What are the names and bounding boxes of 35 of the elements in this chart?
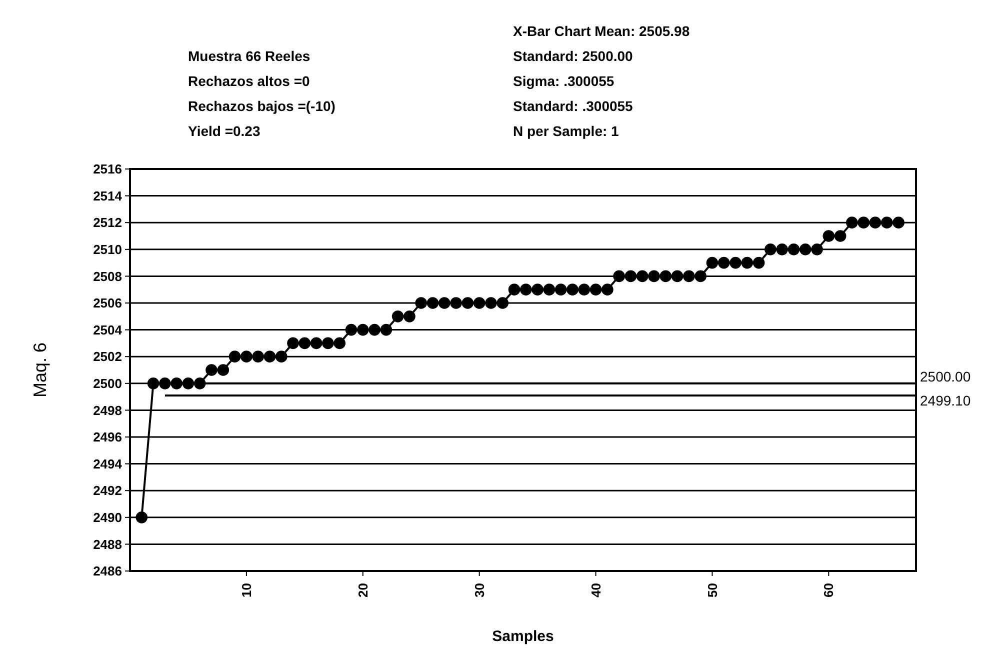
y-tick-label: 2488 (93, 536, 122, 552)
y-tick-label: 2508 (93, 268, 122, 284)
y-tick-label: 2486 (93, 564, 122, 579)
y-axis-title: Maq. 6 (30, 342, 50, 398)
y-tick-label: 2502 (93, 349, 122, 364)
y-tick-label: 2514 (93, 188, 123, 204)
text: Yield =0.23 (188, 123, 260, 139)
x-tick-label: 20 (355, 583, 370, 598)
text: N per Sample: 1 (513, 123, 620, 139)
text: Standard: .300055 (513, 98, 634, 114)
y-tick-label: 2512 (93, 215, 122, 230)
y-tick-label: 2506 (93, 296, 122, 311)
y-tick-label: 2500 (93, 376, 122, 391)
y-tick-label: 2498 (93, 402, 122, 418)
x-axis-title: Samples (492, 628, 554, 645)
y-tick-label: 2494 (93, 456, 123, 472)
y-tick-label: 2496 (93, 430, 122, 445)
text: Rechazos altos =0 (188, 73, 310, 89)
text: Rechazos bajos =(-10) (188, 98, 336, 114)
x-tick-label: 10 (238, 583, 254, 598)
x-tick-label: 30 (472, 583, 487, 598)
text: Muestra 66 Reeles (188, 48, 310, 64)
ref-line-label: 2499.10 (920, 392, 971, 408)
y-tick-label: 2490 (93, 510, 122, 525)
y-tick-label: 2516 (93, 162, 122, 177)
y-tick-label: 2504 (93, 322, 123, 338)
text: Sigma: .300055 (513, 73, 614, 89)
y-tick-label: 2510 (93, 242, 122, 257)
ref-line-label: 2500.00 (920, 368, 971, 384)
x-tick-label: 60 (821, 583, 836, 598)
x-tick-label: 50 (704, 583, 720, 598)
text: Standard: 2500.00 (513, 48, 634, 64)
x-tick-label: 40 (588, 583, 604, 598)
y-tick-label: 2492 (93, 483, 122, 498)
text: X-Bar Chart Mean: 2505.98 (513, 23, 690, 39)
